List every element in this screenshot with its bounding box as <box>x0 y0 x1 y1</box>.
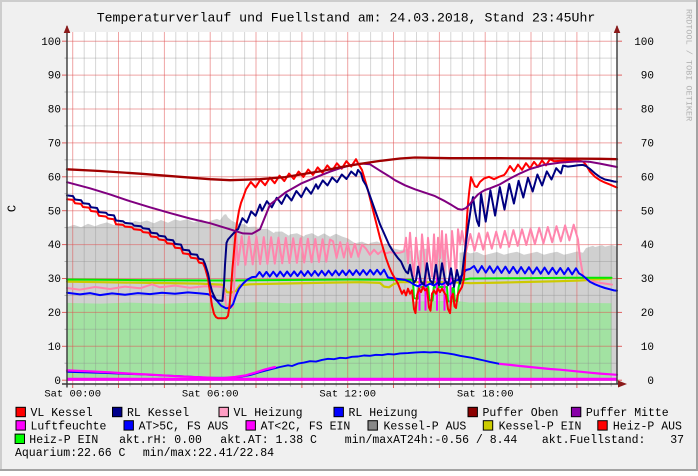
svg-text:Kessel-P AUS: Kessel-P AUS <box>384 420 467 433</box>
svg-text:akt.AT: 1.38 C: akt.AT: 1.38 C <box>220 434 317 447</box>
svg-text:min/maxAT24h:-0.56 / 8.44: min/maxAT24h:-0.56 / 8.44 <box>345 434 518 447</box>
svg-text:30: 30 <box>641 274 654 286</box>
svg-text:0: 0 <box>54 376 61 388</box>
svg-text:60: 60 <box>641 172 654 184</box>
svg-text:0: 0 <box>647 376 654 388</box>
svg-text:akt.rH: 0.00: akt.rH: 0.00 <box>119 434 202 447</box>
svg-text:VL Heizung: VL Heizung <box>234 407 303 420</box>
svg-text:Puffer Oben: Puffer Oben <box>483 407 559 420</box>
svg-text:70: 70 <box>641 139 654 151</box>
svg-text:RL Heizung: RL Heizung <box>349 407 418 420</box>
svg-text:80: 80 <box>48 105 61 117</box>
svg-text:37: 37 <box>670 434 684 447</box>
svg-text:Sat 00:00: Sat 00:00 <box>44 389 101 401</box>
svg-text:100: 100 <box>41 37 61 49</box>
svg-text:60: 60 <box>48 172 61 184</box>
svg-text:C: C <box>6 205 20 212</box>
svg-text:VL Kessel: VL Kessel <box>31 407 93 420</box>
svg-text:50: 50 <box>641 206 654 218</box>
svg-text:akt.Fuellstand:: akt.Fuellstand: <box>542 434 646 447</box>
svg-text:20: 20 <box>641 308 654 320</box>
svg-text:20: 20 <box>48 308 61 320</box>
svg-text:90: 90 <box>641 71 654 83</box>
svg-text:40: 40 <box>641 240 654 252</box>
svg-text:Luftfeuchte: Luftfeuchte <box>31 420 107 433</box>
svg-text:Temperaturverlauf und Fuellsta: Temperaturverlauf und Fuellstand am: 24.… <box>97 11 596 26</box>
svg-text:RL Kessel: RL Kessel <box>127 407 189 420</box>
svg-text:Heiz-P EIN: Heiz-P EIN <box>29 434 98 447</box>
svg-text:40: 40 <box>48 240 61 252</box>
svg-text:AT>5C, FS AUS: AT>5C, FS AUS <box>139 420 229 433</box>
svg-text:Sat 06:00: Sat 06:00 <box>182 389 239 401</box>
svg-text:Kessel-P EIN: Kessel-P EIN <box>499 420 582 433</box>
svg-text:50: 50 <box>48 206 61 218</box>
svg-text:80: 80 <box>641 105 654 117</box>
svg-text:90: 90 <box>48 71 61 83</box>
svg-text:Sat 18:00: Sat 18:00 <box>457 389 514 401</box>
svg-text:10: 10 <box>641 342 654 354</box>
svg-text:RRDTOOL / TOBI OETIKER: RRDTOOL / TOBI OETIKER <box>684 9 694 121</box>
svg-text:30: 30 <box>48 274 61 286</box>
svg-text:min/max:22.41/22.84: min/max:22.41/22.84 <box>143 447 274 460</box>
svg-text:70: 70 <box>48 139 61 151</box>
svg-text:Sat 12:00: Sat 12:00 <box>319 389 376 401</box>
svg-text:100: 100 <box>634 37 654 49</box>
svg-text:10: 10 <box>48 342 61 354</box>
svg-text:Aquarium:22.66 C: Aquarium:22.66 C <box>15 447 126 460</box>
svg-text:AT<2C, FS EIN: AT<2C, FS EIN <box>261 420 351 433</box>
svg-text:Heiz-P AUS: Heiz-P AUS <box>613 420 682 433</box>
svg-text:Puffer Mitte: Puffer Mitte <box>586 407 669 420</box>
